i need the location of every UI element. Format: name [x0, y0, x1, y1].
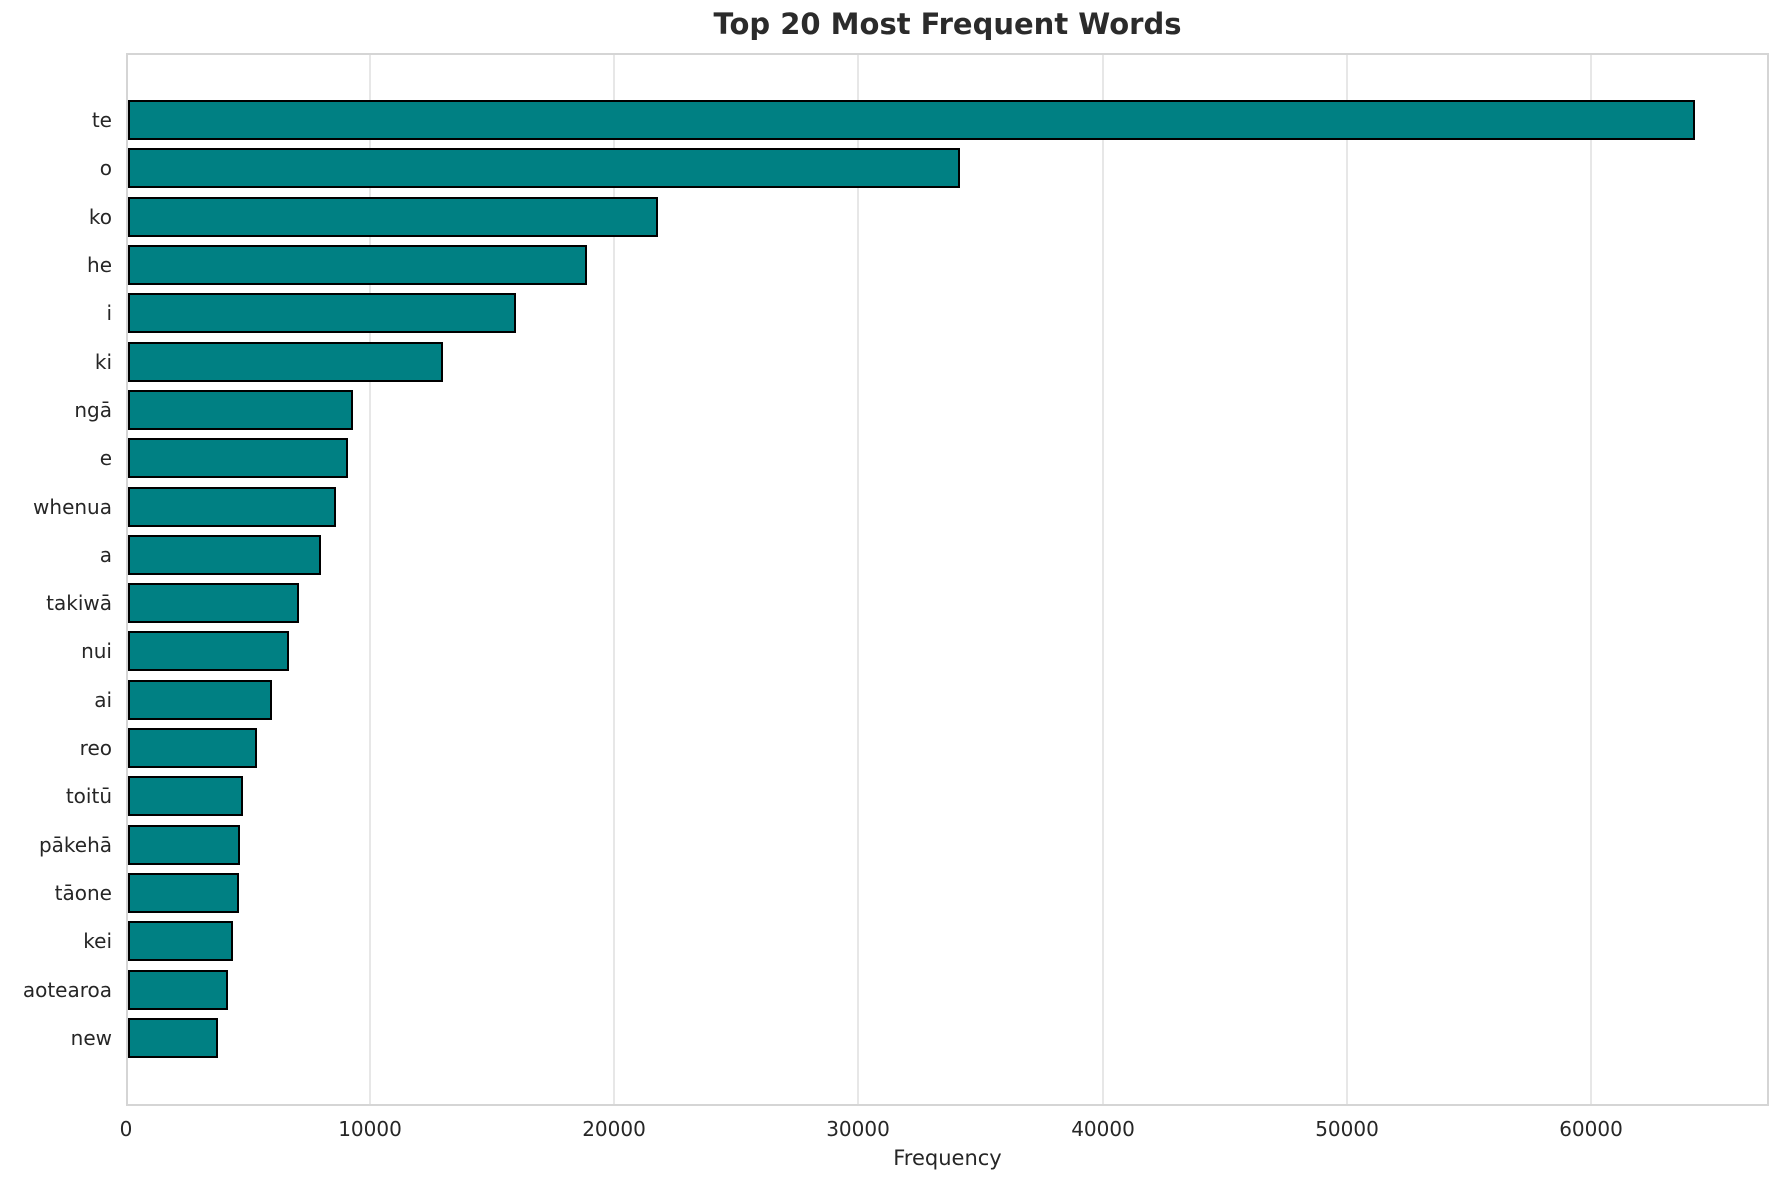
y-tick-label: takiwā	[46, 591, 112, 615]
x-tick-label: 10000	[338, 1117, 402, 1141]
x-tick-label: 20000	[582, 1117, 646, 1141]
y-tick-label: ko	[88, 205, 112, 229]
bar-o	[128, 148, 960, 188]
bar-reo	[128, 728, 257, 768]
y-tick-label: nui	[81, 639, 112, 663]
x-tick-label: 0	[119, 1117, 133, 1141]
bar-ko	[128, 197, 658, 237]
bar-e	[128, 438, 348, 478]
bar-nui	[128, 631, 289, 671]
y-tick-label: kei	[83, 929, 112, 953]
x-tick-label: 50000	[1315, 1117, 1379, 1141]
y-tick-label: aotearoa	[22, 978, 112, 1002]
gridline	[369, 55, 371, 1104]
y-tick-label: te	[91, 108, 112, 132]
bar-toitū	[128, 776, 243, 816]
y-tick-label: o	[99, 156, 112, 180]
gridline	[613, 55, 615, 1104]
bar-ki	[128, 342, 443, 382]
y-tick-label: ngā	[74, 398, 112, 422]
bar-te	[128, 100, 1695, 140]
y-tick-label: reo	[79, 736, 112, 760]
bar-ngā	[128, 390, 353, 430]
x-tick-label: 60000	[1559, 1117, 1623, 1141]
plot-area	[126, 53, 1769, 1106]
gridline	[1346, 55, 1348, 1104]
y-tick-label: ai	[94, 688, 112, 712]
y-tick-label: pākehā	[38, 833, 112, 857]
bar-pākehā	[128, 825, 240, 865]
x-tick-label: 40000	[1071, 1117, 1135, 1141]
bar-a	[128, 535, 321, 575]
gridline	[1102, 55, 1104, 1104]
bar-tāone	[128, 873, 239, 913]
bar-takiwā	[128, 583, 299, 623]
bar-i	[128, 293, 516, 333]
y-tick-label: ki	[94, 350, 112, 374]
y-tick-label: tāone	[54, 881, 112, 905]
y-tick-label: i	[106, 301, 112, 325]
y-tick-label: a	[99, 543, 112, 567]
y-tick-label: he	[87, 253, 112, 277]
gridline	[857, 55, 859, 1104]
bar-kei	[128, 921, 233, 961]
bar-whenua	[128, 487, 336, 527]
y-tick-label: e	[99, 446, 112, 470]
bar-new	[128, 1018, 218, 1058]
y-tick-label: new	[70, 1026, 112, 1050]
y-tick-label: whenua	[33, 495, 112, 519]
chart-title: Top 20 Most Frequent Words	[713, 7, 1182, 41]
bar-he	[128, 245, 587, 285]
bar-aotearoa	[128, 970, 228, 1010]
gridline	[1590, 55, 1592, 1104]
x-tick-label: 30000	[826, 1117, 890, 1141]
bar-ai	[128, 680, 272, 720]
x-axis-label: Frequency	[893, 1146, 1002, 1170]
y-tick-label: toitū	[65, 784, 112, 808]
